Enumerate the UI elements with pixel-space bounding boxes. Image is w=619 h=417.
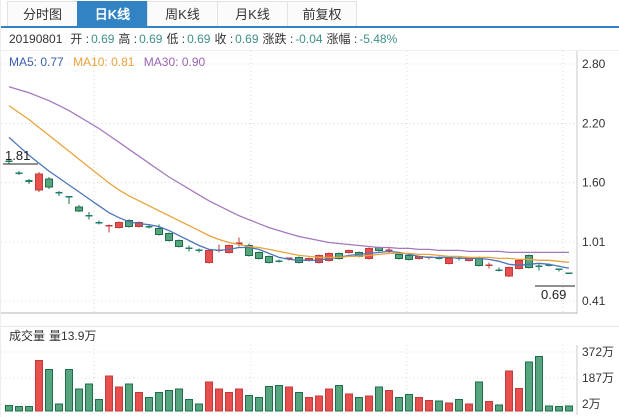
svg-text:0.69: 0.69 — [541, 287, 566, 302]
volume-pane: 成交量 量13.9万 372万 187万 2万 — [1, 326, 619, 415]
volume-header: 成交量 量13.9万 — [1, 327, 619, 345]
volume-title: 成交量 — [9, 329, 46, 343]
svg-text:1.01: 1.01 — [582, 235, 606, 249]
tab-time-sharing[interactable]: 分时图 — [7, 1, 77, 26]
ohlc-info-bar: 20190801 开 :0.69 高 :0.69 低 :0.69 收 :0.69 涨跌 :… — [1, 28, 619, 51]
tab-monthly-kline[interactable]: 月K线 — [217, 1, 287, 26]
close-value: 0.69 — [235, 32, 259, 46]
svg-text:2.20: 2.20 — [582, 116, 606, 130]
tab-daily-kline[interactable]: 日K线 — [77, 1, 147, 26]
ma-legend: MA5: 0.77 MA10: 0.81 MA30: 0.90 — [9, 55, 211, 69]
svg-text:0.41: 0.41 — [582, 294, 606, 308]
low-label: 低 : — [166, 32, 186, 46]
ma30-legend: MA30: 0.90 — [143, 55, 206, 69]
svg-text:2.80: 2.80 — [582, 57, 606, 71]
volume-chart[interactable]: 372万 187万 2万 — [1, 345, 619, 415]
price-chart-pane: 2.80 2.20 1.60 1.01 0.41 1.81 0.69 MA5: 0.77 M… — [1, 51, 619, 314]
tab-forward-adjust[interactable]: 前复权 — [287, 1, 357, 26]
change-pct-value: -5.48% — [359, 32, 398, 46]
tab-weekly-kline[interactable]: 周K线 — [147, 1, 217, 26]
ma5-legend: MA5: 0.77 — [9, 55, 64, 69]
change-pct-label: 涨幅 : — [326, 32, 358, 46]
low-value: 0.69 — [187, 32, 211, 46]
close-label: 收 : — [214, 32, 234, 46]
trade-date: 20190801 — [9, 32, 63, 46]
svg-text:372万: 372万 — [582, 345, 614, 359]
change-label: 涨跌 : — [262, 32, 294, 46]
chart-period-tabs: 分时图 日K线 周K线 月K线 前复权 — [1, 0, 619, 28]
svg-text:1.60: 1.60 — [582, 176, 606, 190]
svg-text:1.81: 1.81 — [5, 148, 30, 163]
high-value: 0.69 — [139, 32, 163, 46]
ma10-legend: MA10: 0.81 — [73, 55, 135, 69]
svg-text:187万: 187万 — [582, 371, 614, 385]
change-value: -0.04 — [295, 32, 323, 46]
pane-divider — [1, 314, 619, 326]
volume-latest-value: 量13.9万 — [49, 329, 97, 343]
open-value: 0.69 — [91, 32, 115, 46]
candlestick-chart[interactable]: 2.80 2.20 1.60 1.01 0.41 1.81 0.69 — [1, 51, 619, 314]
high-label: 高 : — [118, 32, 138, 46]
svg-text:2万: 2万 — [582, 397, 601, 411]
open-label: 开 : — [70, 32, 90, 46]
